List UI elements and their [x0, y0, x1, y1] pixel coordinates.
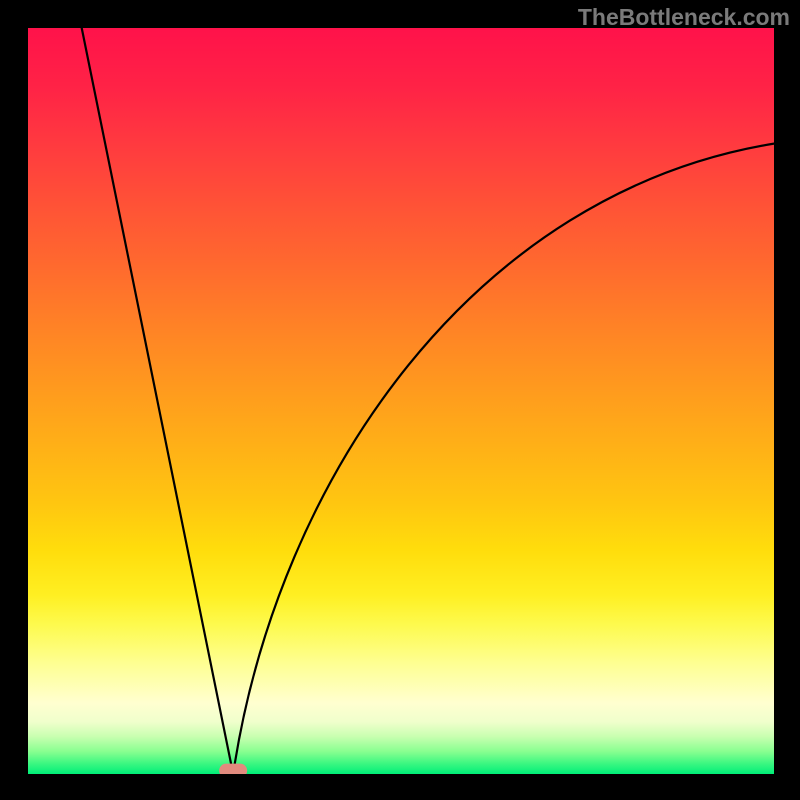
gradient-background — [28, 28, 774, 774]
watermark-text: TheBottleneck.com — [578, 4, 790, 31]
chart-container: TheBottleneck.com — [0, 0, 800, 800]
plot-svg — [28, 28, 774, 774]
plot-area — [28, 28, 774, 774]
optimum-marker — [219, 764, 247, 774]
